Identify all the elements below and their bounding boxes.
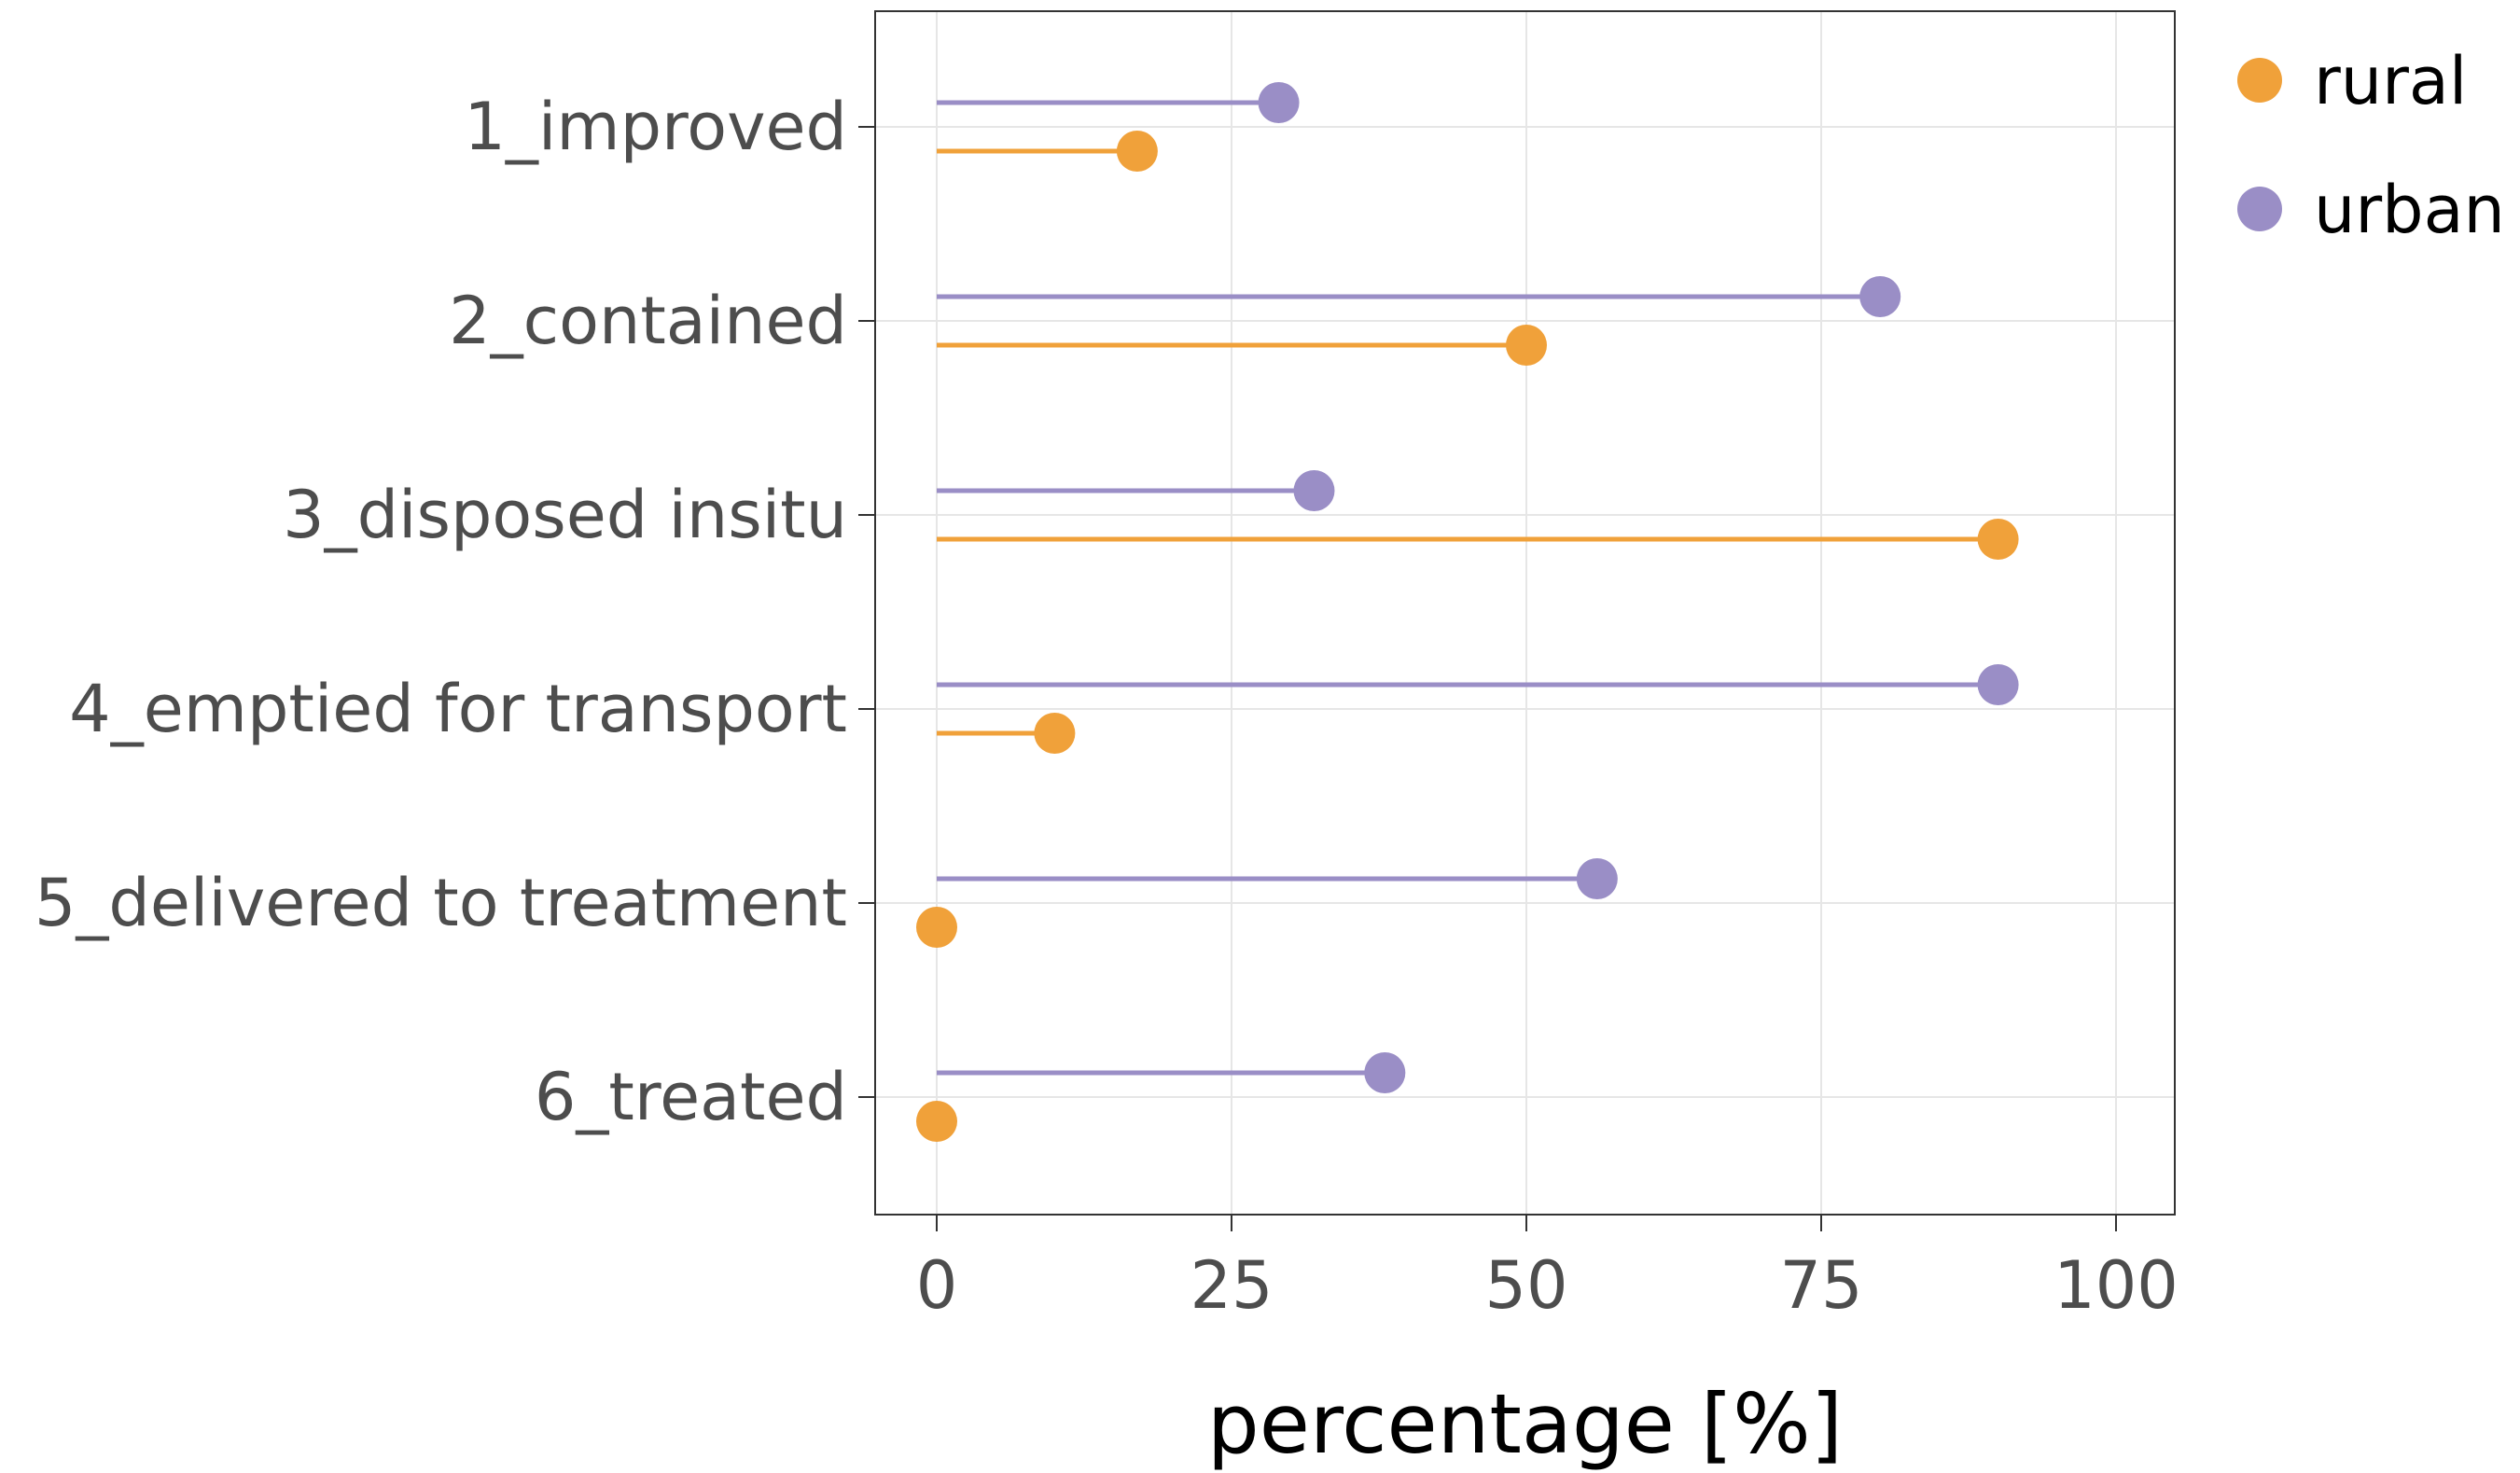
x-axis: 0 25 50 75 100 bbox=[916, 1215, 2179, 1324]
x-tick-label: 50 bbox=[1484, 1247, 1567, 1324]
y-axis: 1_improved 2_contained 3_disposed insitu 4_… bbox=[35, 89, 875, 1135]
legend-label-urban: urban bbox=[2314, 172, 2505, 248]
y-tick-label: 4_emptied for transport bbox=[69, 671, 847, 747]
point-urban bbox=[1293, 470, 1334, 511]
point-urban bbox=[1859, 276, 1900, 317]
x-tick-label: 0 bbox=[916, 1247, 958, 1324]
plot-panel-border bbox=[875, 11, 2175, 1215]
x-axis-title: percentage [%] bbox=[1207, 1376, 1843, 1472]
y-tick-label: 2_contained bbox=[449, 283, 847, 359]
point-rural bbox=[1506, 325, 1547, 366]
x-tick-label: 25 bbox=[1190, 1247, 1273, 1324]
legend: rural urban bbox=[2237, 43, 2505, 248]
dots bbox=[916, 82, 2019, 1142]
legend-marker-urban bbox=[2237, 187, 2282, 231]
y-tick-label: 3_disposed insitu bbox=[283, 477, 847, 553]
x-tick-label: 75 bbox=[1779, 1247, 1862, 1324]
y-tick-label: 5_delivered to treatment bbox=[35, 865, 847, 941]
y-tick-label: 6_treated bbox=[535, 1059, 847, 1135]
point-rural bbox=[1034, 713, 1075, 754]
grid bbox=[875, 11, 2175, 1215]
point-rural bbox=[916, 907, 957, 948]
point-urban bbox=[1577, 858, 1618, 899]
y-tick-label: 1_improved bbox=[464, 89, 847, 165]
legend-label-rural: rural bbox=[2314, 43, 2467, 119]
point-rural bbox=[1978, 519, 2019, 560]
point-rural bbox=[916, 1101, 957, 1142]
stems bbox=[937, 103, 1998, 1073]
point-urban bbox=[1978, 664, 2019, 705]
point-urban bbox=[1364, 1052, 1405, 1093]
legend-marker-rural bbox=[2237, 58, 2282, 103]
x-tick-label: 100 bbox=[2054, 1247, 2179, 1324]
point-urban bbox=[1259, 82, 1300, 123]
point-rural bbox=[1117, 131, 1158, 172]
